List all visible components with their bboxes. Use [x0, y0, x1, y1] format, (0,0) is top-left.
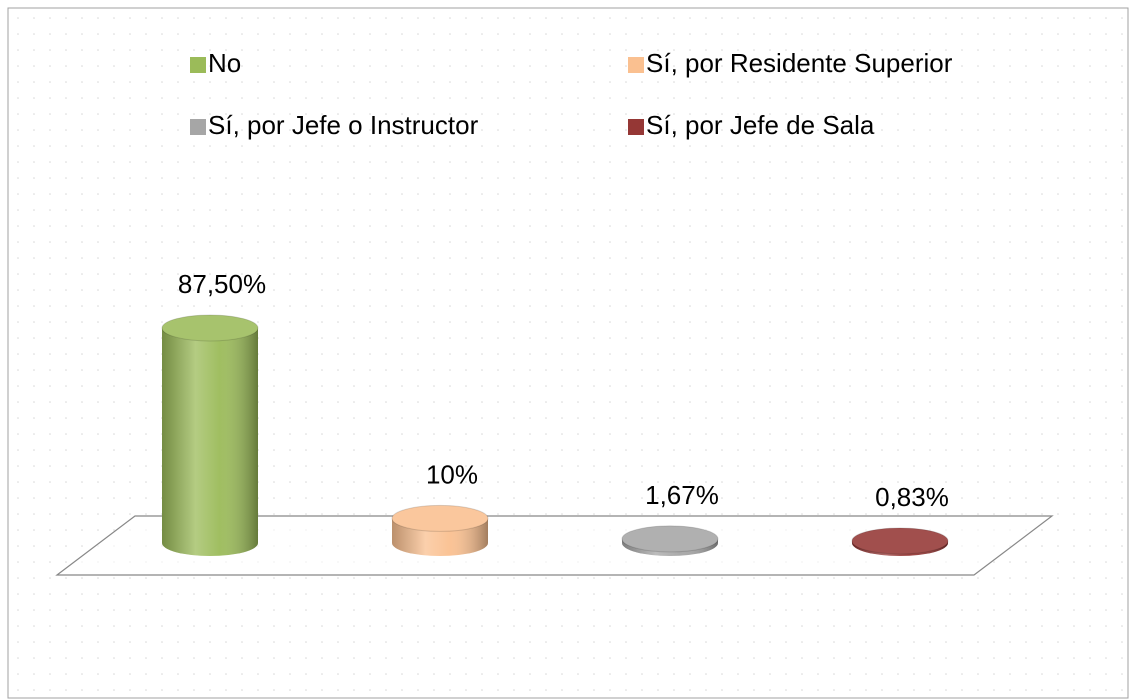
data-label: 0,83% — [875, 482, 949, 512]
bar-shade — [162, 328, 258, 543]
cylinder-top-shine — [852, 527, 948, 554]
legend-swatch — [190, 119, 206, 135]
cylinder-top — [161, 314, 259, 342]
legend-swatch — [628, 57, 644, 73]
cylinder-top — [391, 504, 489, 532]
data-label: 10% — [426, 459, 478, 489]
legend-label: Sí, por Residente Superior — [646, 48, 953, 78]
cylinder-top-shine — [162, 315, 258, 341]
legend-swatch — [628, 119, 644, 135]
data-label: 87,50% — [178, 269, 266, 299]
legend-label: Sí, por Jefe de Sala — [646, 110, 875, 140]
cylinder-top — [851, 527, 949, 555]
data-label: 1,67% — [645, 480, 719, 510]
legend-label: No — [208, 48, 241, 78]
cylinder-top-shine — [392, 505, 488, 532]
legend-swatch — [190, 57, 206, 73]
cylinder-top — [621, 525, 719, 553]
legend-label: Sí, por Jefe o Instructor — [208, 110, 479, 140]
floor — [55, 515, 1054, 576]
cylinder-top-shine — [622, 525, 718, 552]
